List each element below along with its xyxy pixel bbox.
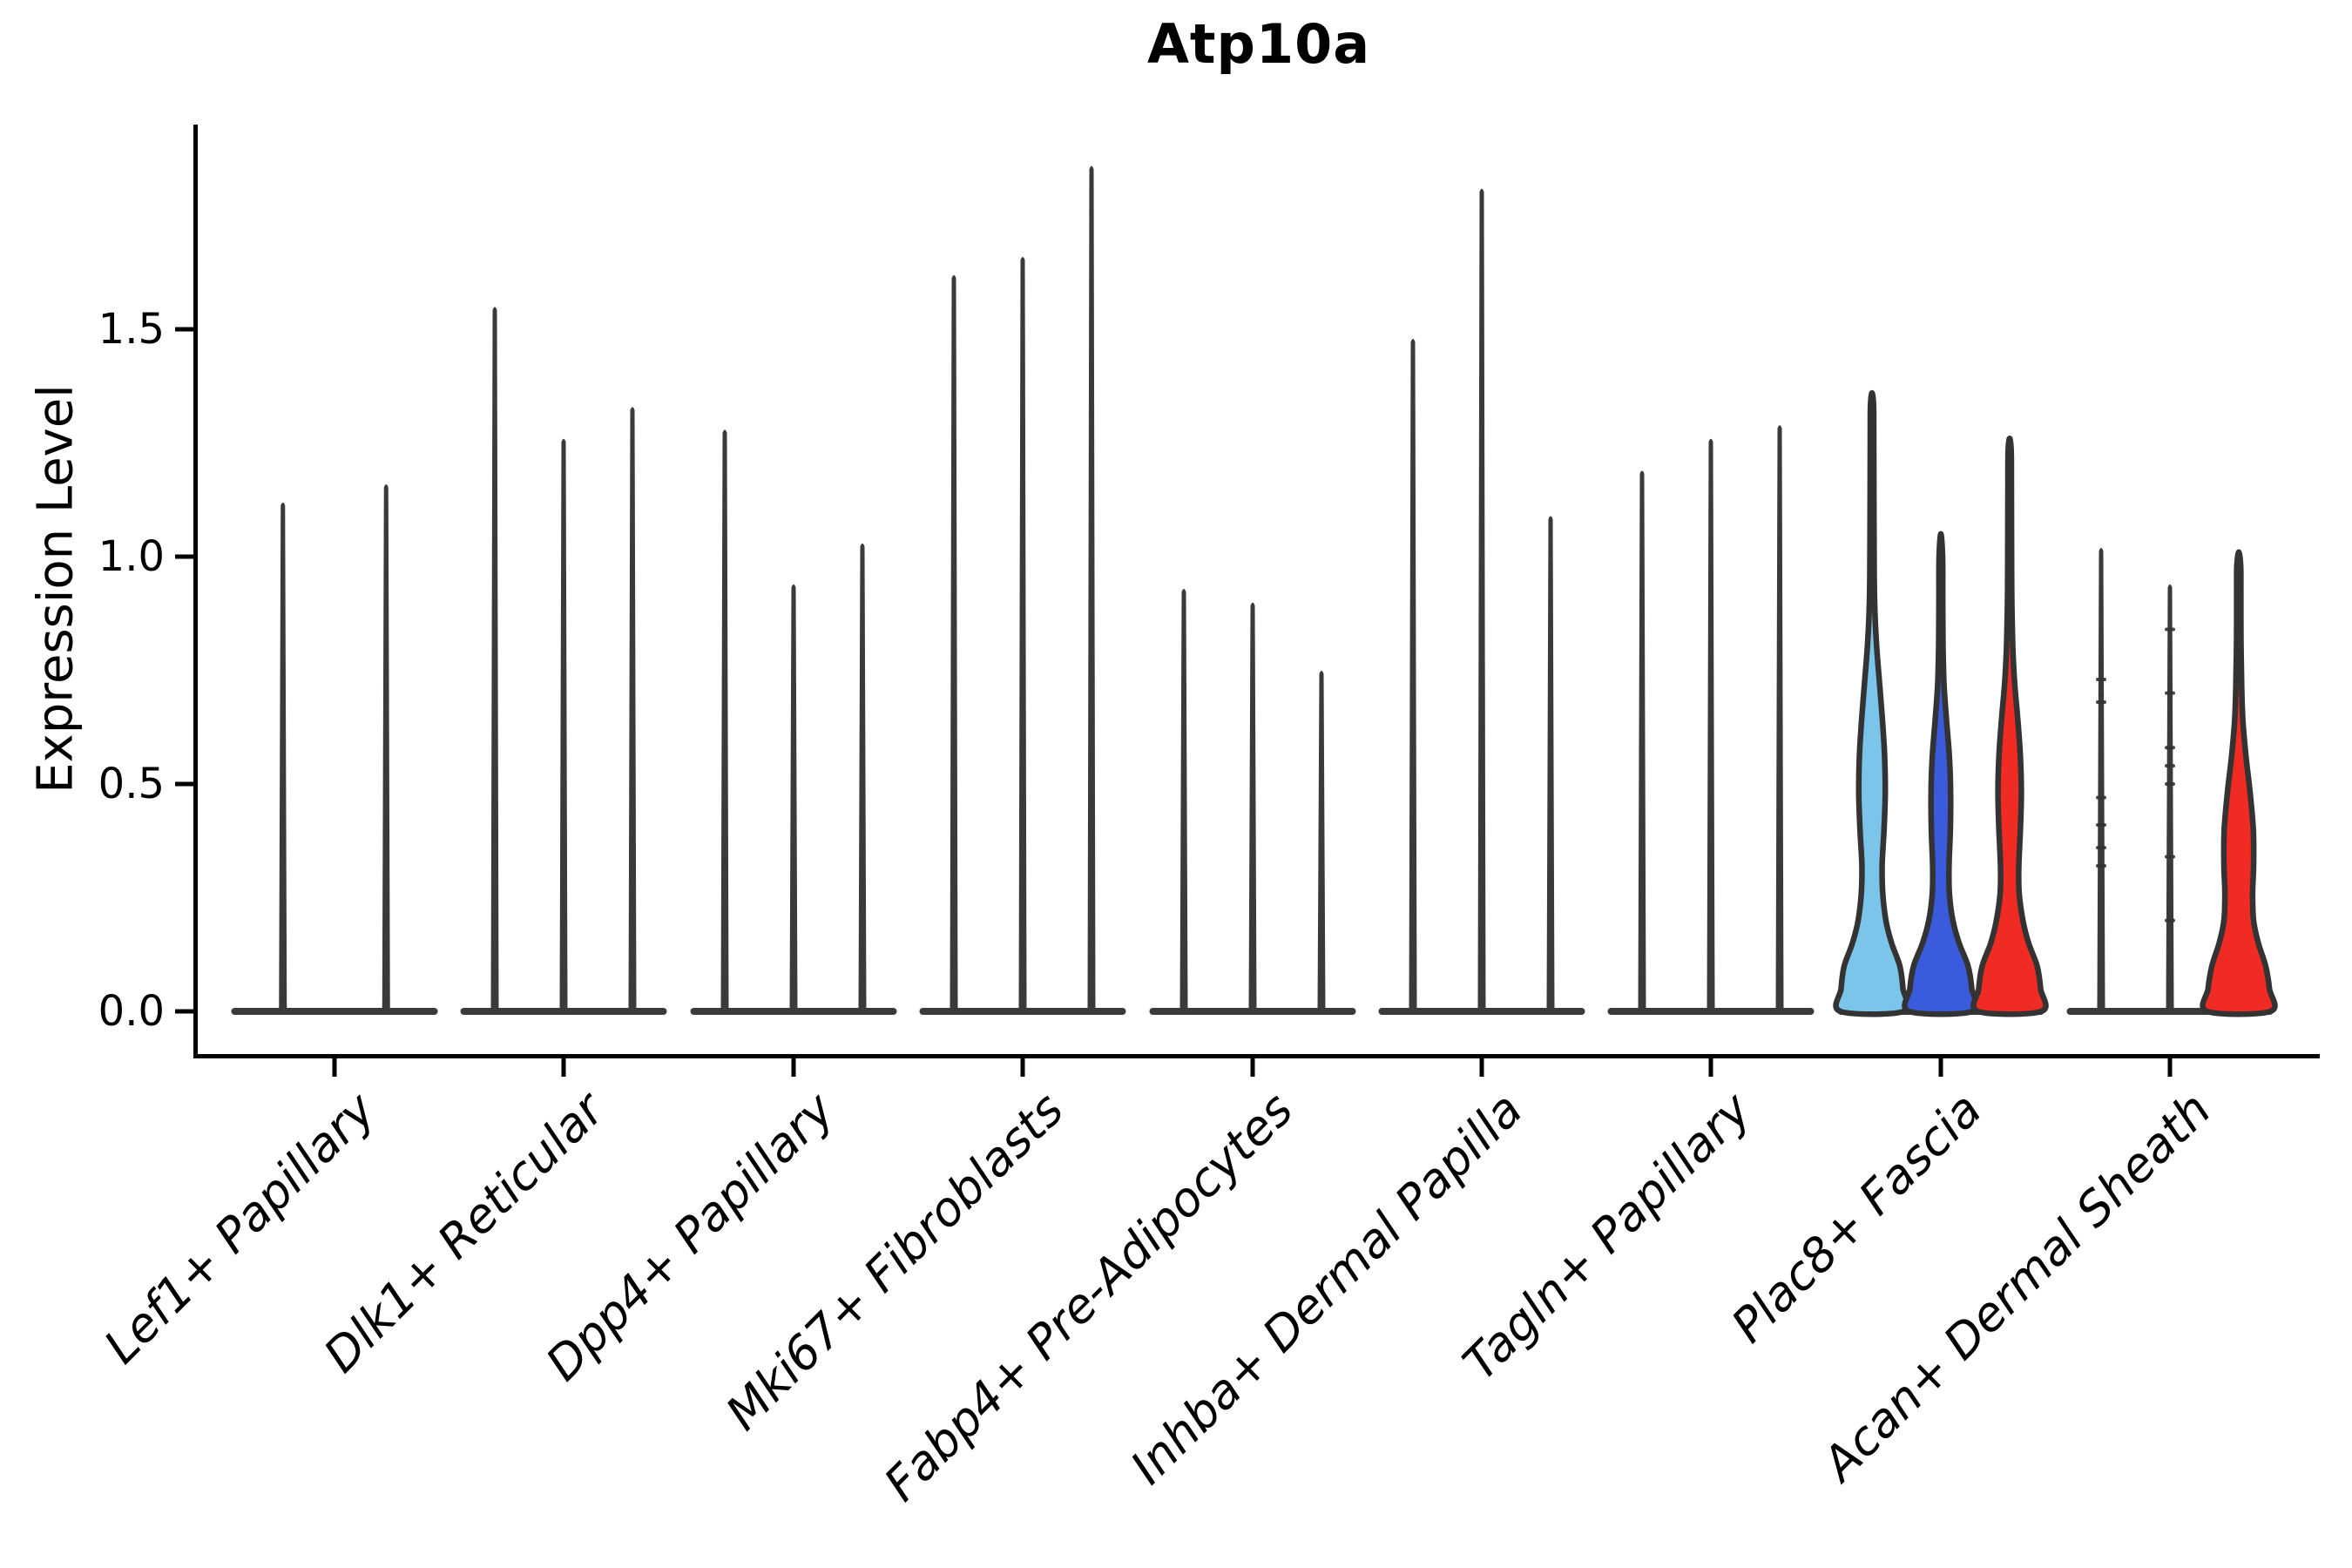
x-axis-tick [2167, 1058, 2173, 1077]
expression-cell-dot [2165, 855, 2175, 859]
violin-zero-spike [382, 483, 390, 1011]
y-tick-label: 0.5 [98, 760, 165, 808]
x-axis-tick [1708, 1058, 1713, 1077]
expression-cell-dot [2096, 677, 2106, 681]
violin-zero-spike [1087, 166, 1096, 1011]
violin-zero-spike [1248, 602, 1257, 1011]
plot-title: Atp10a [1146, 12, 1371, 76]
violin-zero-spike [720, 429, 729, 1012]
expression-cell-dot [2165, 782, 2175, 786]
violin-zero-spike [950, 274, 958, 1011]
violin-zero-spike [1179, 589, 1188, 1011]
violin-zero-spike [1546, 516, 1555, 1011]
violin-zero-spike [1018, 256, 1027, 1012]
y-axis-spine [193, 125, 198, 1058]
expression-cell-dot [2165, 918, 2175, 923]
violin-body [2200, 549, 2278, 1017]
x-axis-tick [561, 1058, 566, 1077]
y-axis-tick [175, 1009, 193, 1014]
violin-zero-spike [1477, 188, 1486, 1011]
violin-zero-spike [1707, 438, 1715, 1011]
violin-zero-spike [2166, 584, 2174, 1011]
x-axis-tick [1250, 1058, 1255, 1077]
y-axis-tick [175, 554, 193, 559]
violin-zero-spike [1409, 338, 1417, 1011]
y-axis-tick [175, 781, 193, 787]
y-tick-label: 1.0 [98, 532, 165, 581]
expression-cell-dot [2165, 691, 2175, 695]
expression-cell-dot [2096, 700, 2106, 705]
y-axis-label: Expression Level [27, 384, 84, 794]
violin-body [1833, 389, 1911, 1017]
violin-baseline-bar [231, 1008, 438, 1015]
violin-zero-spike [1638, 470, 1646, 1011]
expression-cell-dot [2096, 822, 2106, 827]
y-tick-label: 1.5 [98, 305, 165, 354]
x-axis-tick [1020, 1058, 1025, 1077]
violin-zero-spike [279, 502, 287, 1011]
expression-cell-dot [2096, 846, 2106, 850]
y-tick-label: 0.0 [98, 987, 165, 1036]
x-axis-tick [1479, 1058, 1484, 1077]
expression-cell-dot [2165, 764, 2175, 768]
violin-body [1970, 436, 2049, 1017]
violin-zero-spike [2097, 548, 2105, 1011]
violin-zero-spike [559, 438, 568, 1011]
expression-cell-dot [2096, 795, 2106, 800]
violin-zero-spike [1317, 671, 1326, 1011]
x-axis-tick [332, 1058, 337, 1077]
x-axis-tick [791, 1058, 796, 1077]
x-axis-spine [193, 1054, 2320, 1058]
expression-cell-dot [2096, 863, 2106, 868]
expression-cell-dot [2165, 746, 2175, 750]
violin-zero-spike [789, 584, 798, 1011]
violin-body [1902, 531, 1980, 1017]
violin-zero-spike [1775, 425, 1784, 1011]
violin-zero-spike [858, 543, 867, 1011]
y-axis-tick [175, 327, 193, 332]
expression-cell-dot [2165, 627, 2175, 632]
violin-zero-spike [628, 407, 637, 1011]
x-axis-tick [1938, 1058, 1943, 1077]
violin-zero-spike [490, 307, 499, 1011]
